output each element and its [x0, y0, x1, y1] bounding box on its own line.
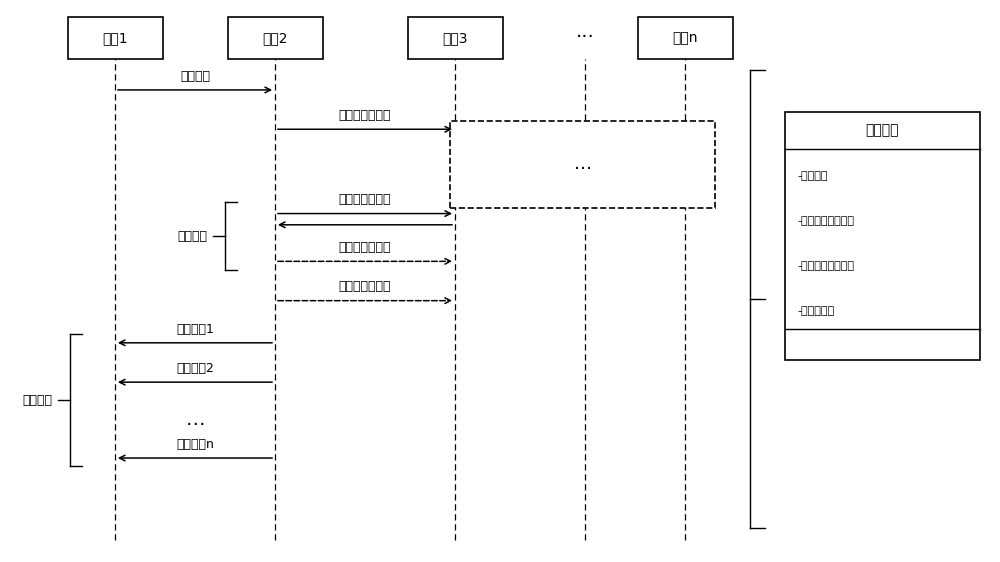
- Text: -结束信令组: -结束信令组: [797, 306, 834, 316]
- Text: 信令模型: 信令模型: [866, 124, 899, 138]
- Text: 结束信令n: 结束信令n: [176, 438, 214, 451]
- Text: …: …: [185, 410, 205, 429]
- Bar: [68, 17, 162, 59]
- Text: 网元2: 网元2: [262, 31, 288, 45]
- Text: 网元3: 网元3: [442, 31, 468, 45]
- Text: 结束信令: 结束信令: [22, 394, 52, 407]
- Text: …: …: [573, 155, 592, 174]
- Text: 网元n: 网元n: [672, 31, 698, 45]
- Text: 必定包含的信令: 必定包含的信令: [339, 193, 391, 206]
- Bar: [638, 17, 733, 59]
- Text: 结束信令1: 结束信令1: [176, 323, 214, 336]
- Text: 必定包含的信令: 必定包含的信令: [339, 109, 391, 122]
- Bar: [450, 121, 715, 208]
- Text: 中间信令: 中间信令: [177, 229, 207, 243]
- Text: 可能包含的信令: 可能包含的信令: [339, 280, 391, 293]
- Text: -起始信令: -起始信令: [797, 171, 828, 181]
- Text: -中间信令（可有）: -中间信令（可有）: [797, 261, 854, 271]
- Text: -中间信令（必有）: -中间信令（必有）: [797, 216, 854, 226]
- Text: 起始信令: 起始信令: [180, 70, 210, 83]
- Bar: [408, 17, 503, 59]
- Text: 可能包含的信令: 可能包含的信令: [339, 241, 391, 254]
- Bar: [228, 17, 322, 59]
- Text: ···: ···: [576, 29, 594, 47]
- Bar: [785, 112, 980, 360]
- Text: 网元1: 网元1: [102, 31, 128, 45]
- Text: 结束信令2: 结束信令2: [176, 362, 214, 375]
